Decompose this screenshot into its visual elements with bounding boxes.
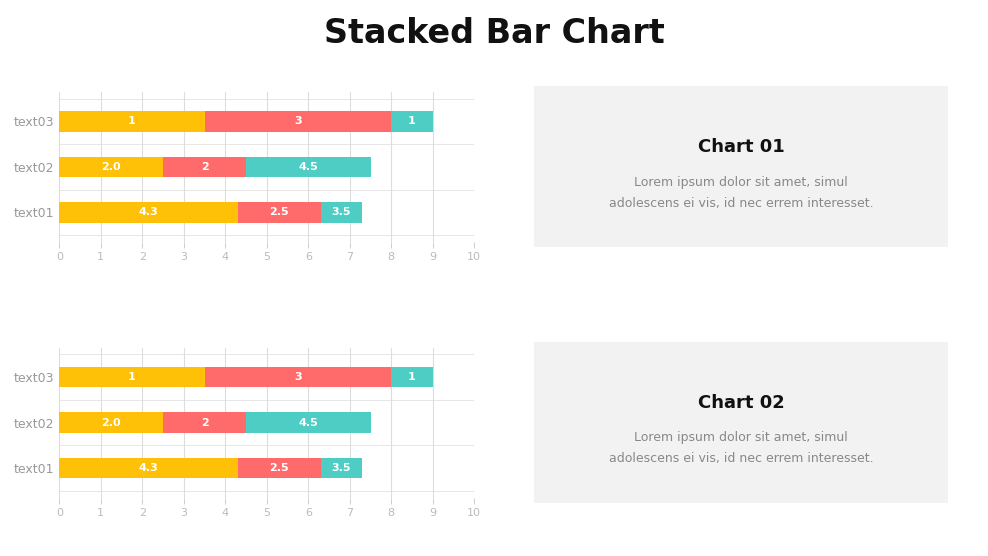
Text: 3.5: 3.5 [332,463,351,473]
Bar [205,367,391,388]
Text: Stacked Bar Chart: Stacked Bar Chart [324,17,664,49]
Text: 1: 1 [128,116,135,126]
Text: 4.3: 4.3 [138,463,158,473]
Text: 1: 1 [128,372,135,382]
Text: 2.5: 2.5 [270,207,289,217]
Text: Lorem ipsum dolor sit amet, simul
adolescens ei vis, id nec errem interesset.: Lorem ipsum dolor sit amet, simul adoles… [609,176,873,210]
Bar [321,458,363,478]
Bar [163,157,246,177]
Text: 2: 2 [201,162,208,172]
Text: 3: 3 [294,116,301,126]
Bar [321,202,363,222]
Text: 2.0: 2.0 [102,418,121,428]
Bar [59,367,205,388]
Text: 2.5: 2.5 [270,463,289,473]
Text: 1: 1 [408,372,416,382]
Bar [246,157,370,177]
Bar [59,157,163,177]
Text: Chart 02: Chart 02 [698,394,784,412]
Bar [205,111,391,132]
Bar [163,413,246,433]
Bar [59,111,205,132]
Text: 3: 3 [294,372,301,382]
Text: 1: 1 [408,116,416,126]
Text: 3.5: 3.5 [332,207,351,217]
Text: 4.3: 4.3 [138,207,158,217]
Text: 2.0: 2.0 [102,162,121,172]
Bar [238,458,321,478]
Bar [59,202,238,222]
Bar [59,458,238,478]
Text: 4.5: 4.5 [298,418,318,428]
Text: Chart 01: Chart 01 [698,138,784,156]
Bar [59,413,163,433]
Bar [238,202,321,222]
Text: Lorem ipsum dolor sit amet, simul
adolescens ei vis, id nec errem interesset.: Lorem ipsum dolor sit amet, simul adoles… [609,431,873,465]
Text: 4.5: 4.5 [298,162,318,172]
Bar [391,111,433,132]
Bar [246,413,370,433]
Text: 2: 2 [201,418,208,428]
Bar [391,367,433,388]
